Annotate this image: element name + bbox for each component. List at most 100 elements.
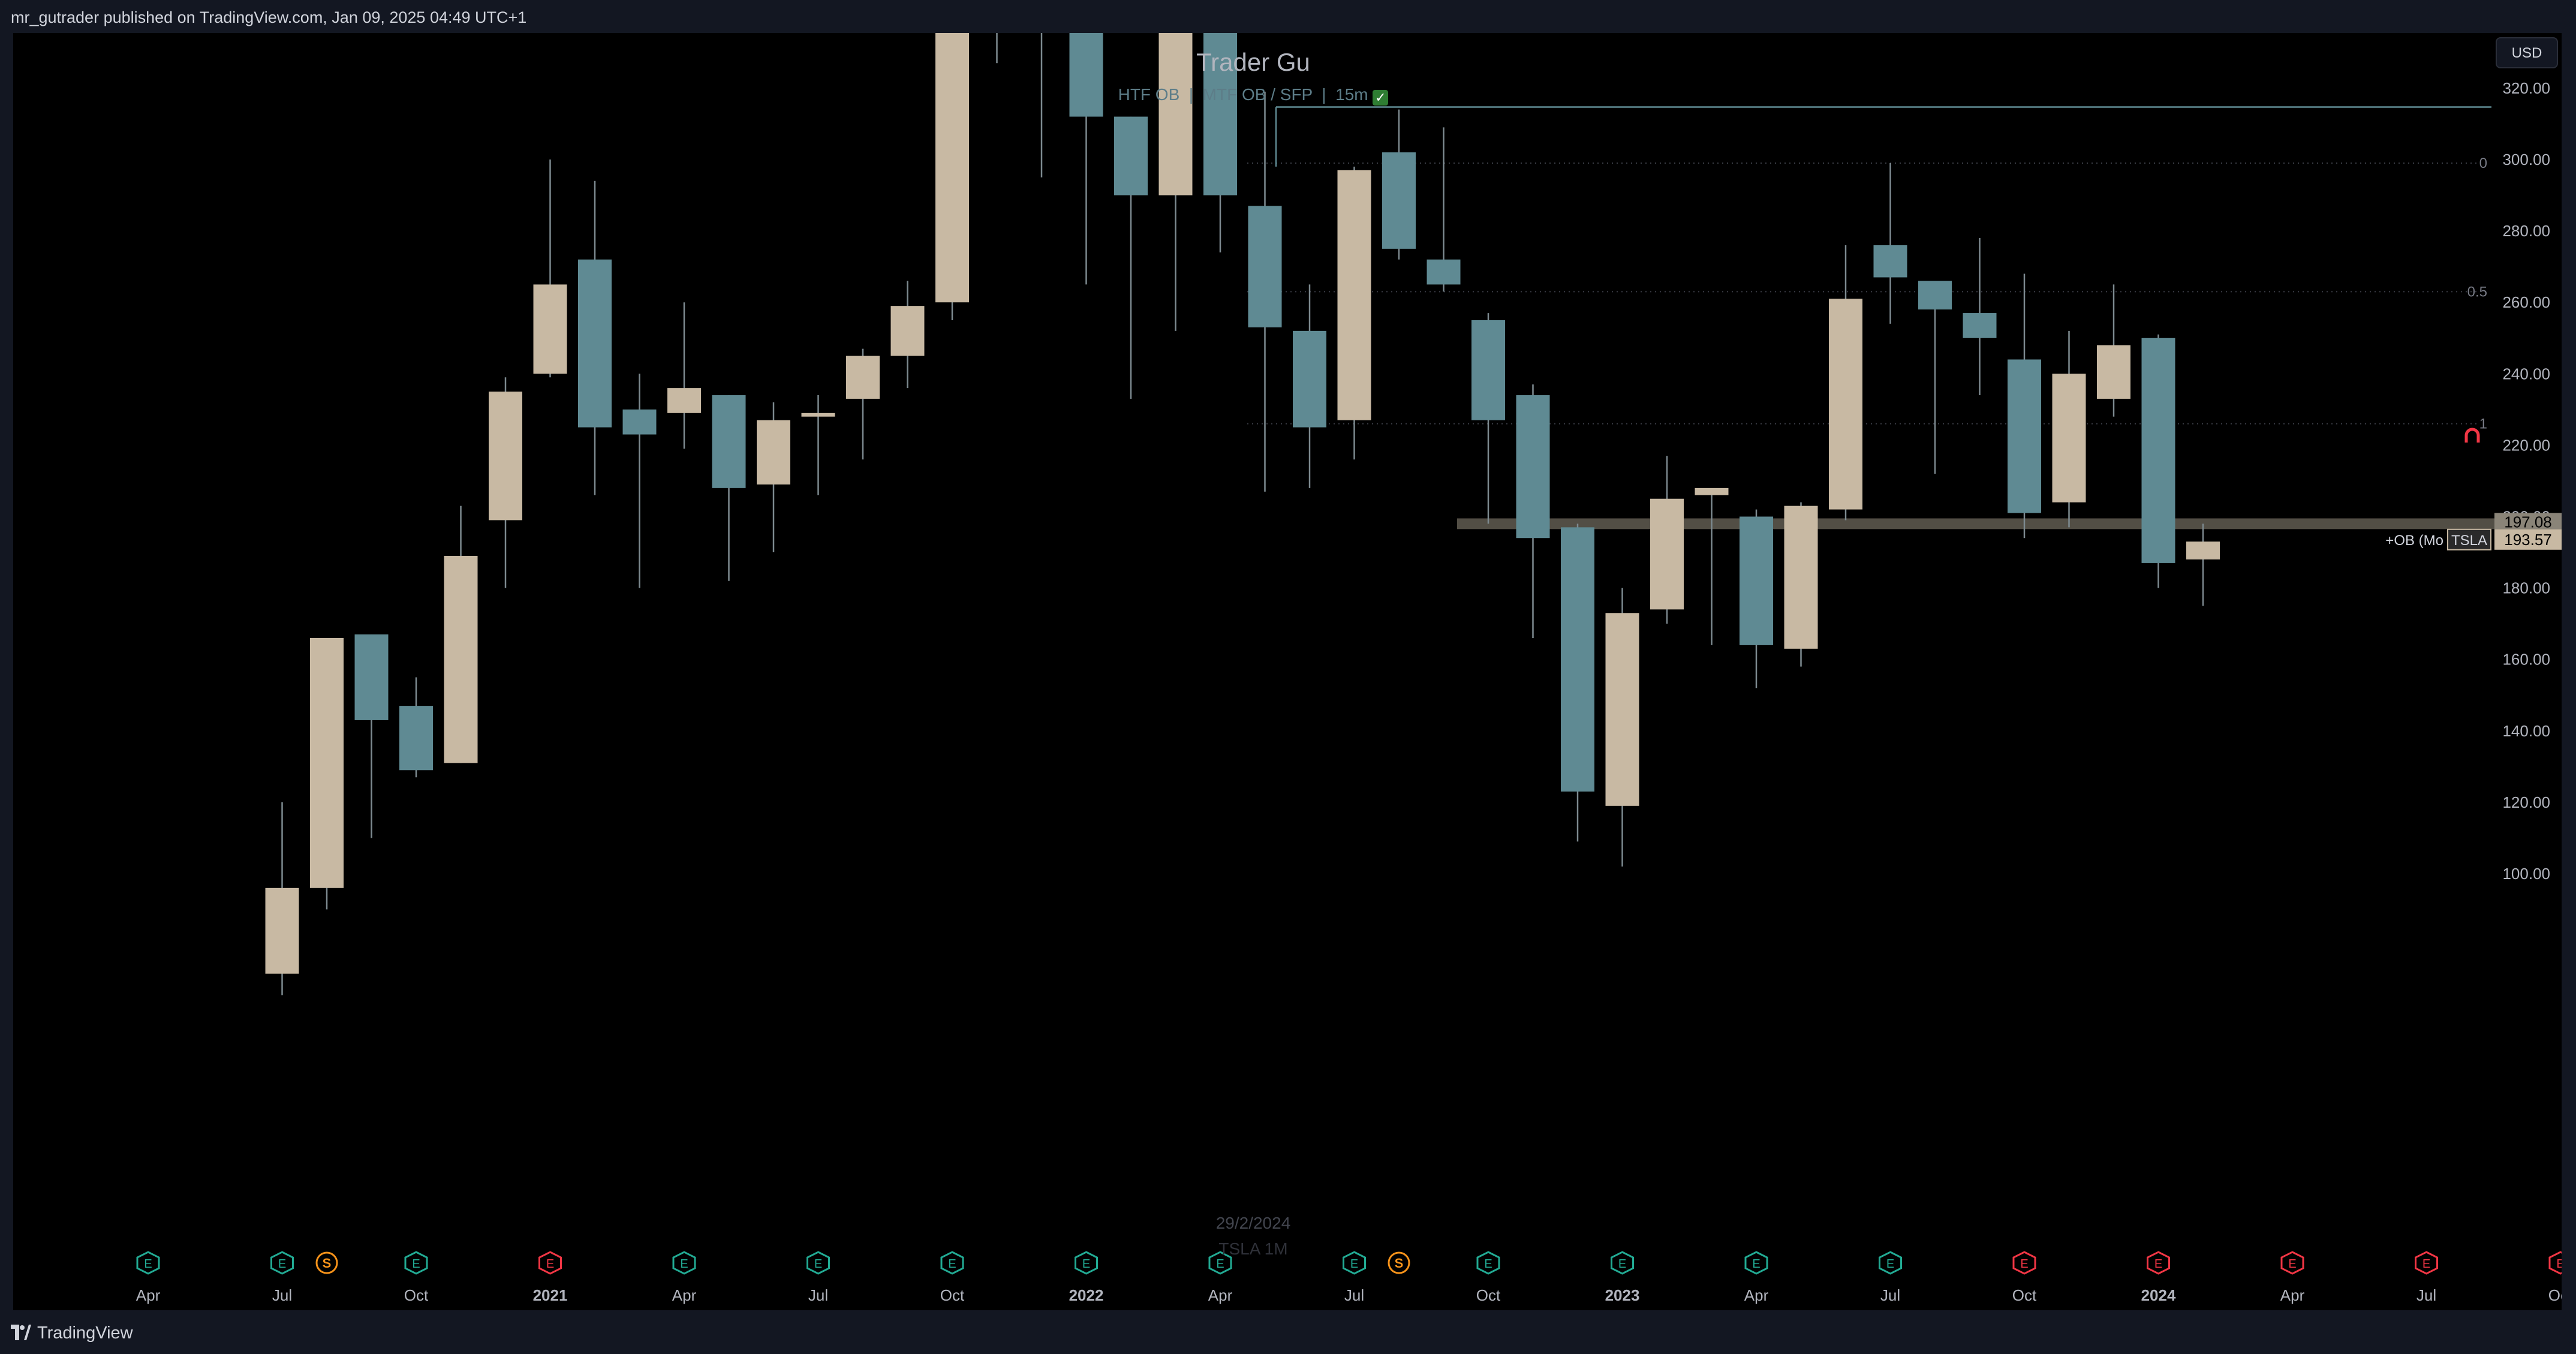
split-icon-letter: S: [323, 1256, 332, 1271]
candle-body: [310, 637, 344, 888]
candle-body: [801, 413, 835, 417]
earnings-icon: [538, 1251, 562, 1275]
earnings-icon-letter: E: [2556, 1257, 2562, 1271]
time-tick: Apr: [136, 1286, 161, 1304]
time-tick: Apr: [2280, 1286, 2305, 1304]
publisher-line: mr_gutrader published on TradingView.com…: [11, 8, 527, 26]
price-tick: 280.00: [2502, 222, 2550, 240]
earnings-icon-letter: E: [1618, 1257, 1626, 1271]
earnings-icon-letter: E: [144, 1257, 152, 1271]
earnings-icon: [1208, 1251, 1232, 1275]
candle-body: [354, 634, 389, 720]
order-block-label: +OB (Mo: [2385, 532, 2443, 549]
candle-body: [265, 887, 299, 974]
candle-body: [2052, 374, 2086, 503]
earnings-icon-letter: E: [1082, 1257, 1090, 1271]
time-tick: Oct: [1476, 1286, 1501, 1304]
candle-body: [1293, 330, 1326, 428]
earnings-icon: [1744, 1251, 1768, 1275]
horizontal-lines: [1275, 106, 2491, 167]
fib-label: 0: [2479, 155, 2487, 171]
tradingview-logo-icon: [11, 1325, 31, 1340]
left-frame: [0, 33, 13, 1310]
earnings-icon-letter: E: [412, 1257, 420, 1271]
last-price-text: 193.57: [2504, 531, 2552, 549]
candle-body: [1605, 613, 1639, 806]
earnings-icon: [940, 1251, 964, 1275]
currency-button[interactable]: USD: [2496, 37, 2558, 68]
candle-body: [533, 284, 567, 374]
split-icon: [315, 1251, 338, 1274]
candle-body: [757, 420, 790, 485]
candle-body: [1337, 170, 1371, 420]
time-tick: Oct: [404, 1286, 429, 1304]
earnings-icon: [1879, 1251, 1902, 1275]
level-price-tag: [2494, 513, 2562, 531]
earnings-icon: [2280, 1251, 2304, 1275]
subtitle-sep: |: [1317, 85, 1331, 104]
earnings-icon-letter: E: [546, 1257, 554, 1271]
price-tick: 180.00: [2502, 579, 2550, 597]
candle-body: [2186, 541, 2220, 559]
cursor-date-label: 29/2/2024: [1215, 1214, 1291, 1232]
earnings-icon-letter: E: [814, 1257, 822, 1271]
earnings-icon-letter: E: [2020, 1257, 2028, 1271]
indicator-title: Trader Gu: [1196, 48, 1310, 76]
candle-body: [1382, 152, 1416, 249]
candle-body: [1650, 498, 1684, 610]
split-icon: [1388, 1251, 1410, 1274]
indicator-subtitle: HTF OB | MTF OB / SFP | 15m ✓: [1031, 85, 1475, 106]
candle-body: [1203, 33, 1237, 195]
time-tick: 2023: [1605, 1286, 1640, 1304]
candle-body: [399, 706, 433, 771]
candle-body: [2008, 359, 2041, 513]
time-tick: 2021: [533, 1286, 568, 1304]
time-tick: 2022: [1069, 1286, 1104, 1304]
candle-body: [1695, 488, 1729, 495]
price-chart[interactable]: 00.51 +OB (Mo 100.00120.00140.00160.0018…: [13, 33, 2562, 1310]
earnings-icon-letter: E: [278, 1257, 286, 1271]
earnings-icon: [1611, 1251, 1634, 1275]
split-icon-letter: S: [1395, 1256, 1404, 1271]
candle-body: [1829, 299, 1862, 510]
time-tick: Jul: [272, 1286, 292, 1304]
subtitle-part-mtf: MTF OB / SFP: [1202, 85, 1313, 104]
candle-body: [712, 395, 746, 488]
price-tick: 100.00: [2502, 865, 2550, 883]
candle-body: [890, 306, 925, 356]
price-tick: 320.00: [2502, 79, 2550, 97]
time-tick: Jul: [1344, 1286, 1364, 1304]
time-tick: Jul: [1880, 1286, 1900, 1304]
candle-body: [846, 356, 880, 399]
earnings-icon: [2415, 1251, 2438, 1275]
candle-body: [1784, 506, 1818, 649]
earnings-icon: [1476, 1251, 1500, 1275]
magnet-shape: [2464, 428, 2480, 443]
earnings-icon-letter: E: [1350, 1257, 1358, 1271]
footer-bar: TradingView: [0, 1310, 2576, 1354]
candle-body: [935, 33, 969, 303]
fib-label: 1: [2479, 416, 2487, 432]
candle-body: [1740, 516, 1773, 645]
candles: [265, 33, 2220, 995]
candle-body: [1158, 33, 1193, 195]
time-tick: Apr: [1208, 1286, 1233, 1304]
subtitle-part-tf: 15m: [1335, 85, 1368, 104]
candle-body: [2097, 345, 2130, 399]
price-tick: 260.00: [2502, 293, 2550, 311]
price-tick: 240.00: [2502, 365, 2550, 383]
fib-levels: 00.51: [1247, 155, 2487, 432]
candle-body: [622, 409, 657, 435]
price-tick: 300.00: [2502, 151, 2550, 169]
magnet-icon: [2464, 428, 2480, 443]
candle-body: [1248, 206, 1282, 327]
candle-body: [1471, 320, 1505, 420]
candle-body: [444, 556, 478, 763]
candle-body: [1516, 395, 1550, 538]
earnings-icon: [136, 1251, 160, 1275]
price-tick: 120.00: [2502, 793, 2550, 811]
earnings-icon: [2548, 1251, 2562, 1275]
earnings-icon-letter: E: [680, 1257, 688, 1271]
earnings-icon-letter: E: [1216, 1257, 1224, 1271]
